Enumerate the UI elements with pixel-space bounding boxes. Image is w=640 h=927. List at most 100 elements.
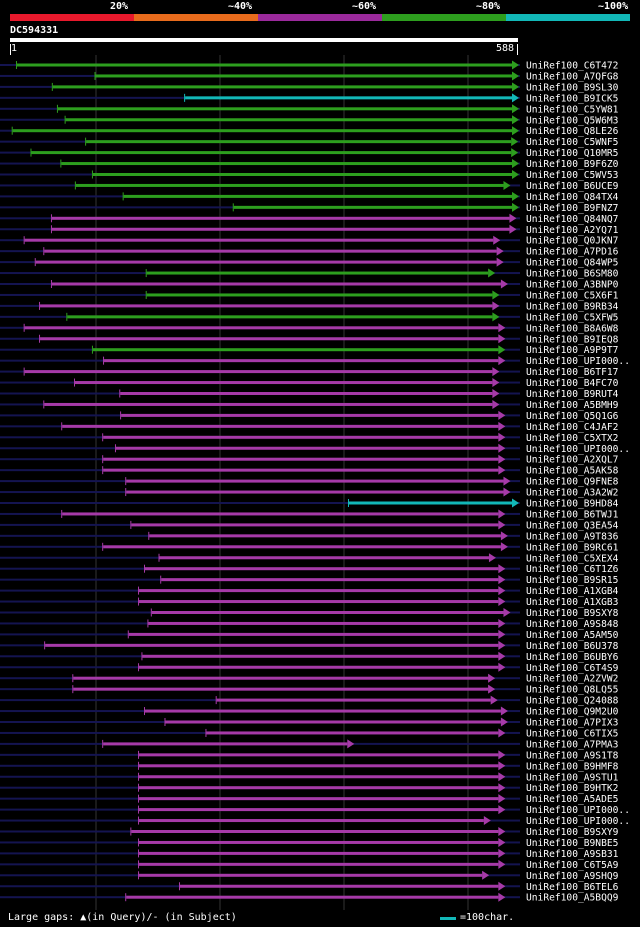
hit-label[interactable]: UniRef100_A7PMA3: [526, 739, 619, 750]
hit-row[interactable]: UniRef100_B6TF17: [0, 367, 619, 378]
hit-label[interactable]: UniRef100_A2ZVW2: [526, 674, 618, 685]
hit-label[interactable]: UniRef100_B6TEL6: [526, 882, 619, 893]
hit-row[interactable]: UniRef100_C4JAF2: [0, 421, 618, 433]
hit-label[interactable]: UniRef100_A5AM50: [526, 630, 619, 641]
hit-row[interactable]: UniRef100_Q8LQ55: [0, 684, 618, 696]
hit-row[interactable]: UniRef100_B6UBY6: [0, 651, 619, 663]
hit-label[interactable]: UniRef100_Q9FNE8: [526, 477, 619, 488]
hit-label[interactable]: UniRef100_A5ADE5: [526, 794, 618, 805]
hit-label[interactable]: UniRef100_C6TIX5: [526, 728, 618, 739]
hit-row[interactable]: UniRef100_C5XEX4: [0, 553, 619, 564]
hit-label[interactable]: UniRef100_Q8LQ55: [526, 685, 618, 696]
hit-row[interactable]: UniRef100_A1XGB3: [0, 597, 619, 608]
hit-label[interactable]: UniRef100_B6U378: [526, 641, 619, 652]
hit-row[interactable]: UniRef100_Q9FNE8: [0, 476, 619, 488]
hit-label[interactable]: UniRef100_B9HMF8: [526, 761, 619, 772]
hit-label[interactable]: UniRef100_B6UBY6: [526, 652, 619, 663]
hit-row[interactable]: UniRef100_B9IEQ8: [0, 334, 619, 345]
hit-row[interactable]: UniRef100_A5BMH9: [0, 399, 619, 411]
hit-row[interactable]: UniRef100_B9RUT4: [0, 389, 619, 400]
hit-row[interactable]: UniRef100_B8A6W8: [0, 323, 619, 334]
hit-row[interactable]: UniRef100_B6TEL6: [0, 881, 619, 893]
hit-row[interactable]: UniRef100_C5XTX2: [0, 432, 618, 444]
hit-row[interactable]: UniRef100_B9SL30: [0, 82, 619, 93]
hit-label[interactable]: UniRef100_A9S1T8: [526, 750, 619, 761]
hit-label[interactable]: UniRef100_C5WNF5: [526, 137, 618, 148]
hit-row[interactable]: UniRef100_UPI000..: [0, 356, 630, 367]
hit-label[interactable]: UniRef100_A9T836: [526, 531, 619, 542]
hit-label[interactable]: UniRef100_B9SR15: [526, 575, 618, 586]
hit-row[interactable]: UniRef100_B9SXY9: [0, 827, 619, 838]
hit-row[interactable]: UniRef100_B9SXY8: [0, 608, 619, 619]
hit-row[interactable]: UniRef100_A7PMA3: [0, 739, 619, 750]
hit-label[interactable]: UniRef100_B9RUT4: [526, 389, 619, 400]
hit-label[interactable]: UniRef100_Q3EA54: [526, 520, 619, 531]
hit-label[interactable]: UniRef100_Q8LE26: [526, 126, 619, 137]
hit-label[interactable]: UniRef100_B4FC70: [526, 378, 619, 389]
hit-row[interactable]: UniRef100_Q5W6M3: [0, 115, 619, 126]
hit-label[interactable]: UniRef100_B9SL30: [526, 82, 619, 93]
hit-row[interactable]: UniRef100_B9HD84: [0, 498, 619, 510]
hit-label[interactable]: UniRef100_B6SM80: [526, 269, 619, 280]
hit-label[interactable]: UniRef100_B9SXY8: [526, 608, 619, 619]
hit-row[interactable]: UniRef100_B6SM80: [0, 268, 619, 280]
hit-label[interactable]: UniRef100_A9SB31: [526, 849, 619, 860]
hit-label[interactable]: UniRef100_UPI000..: [526, 356, 630, 367]
hit-row[interactable]: UniRef100_B9SR15: [0, 575, 618, 586]
hit-label[interactable]: UniRef100_C6T5A9: [526, 860, 619, 871]
hit-label[interactable]: UniRef100_A1XGB3: [526, 597, 619, 608]
hit-row[interactable]: UniRef100_C6T1Z6: [0, 564, 619, 575]
hit-row[interactable]: UniRef100_Q24088: [0, 695, 619, 707]
hit-row[interactable]: UniRef100_C6T5A9: [0, 859, 619, 871]
hit-label[interactable]: UniRef100_A9STU1: [526, 772, 619, 783]
hit-row[interactable]: UniRef100_C5YW81: [0, 104, 619, 115]
hit-row[interactable]: UniRef100_Q8LE26: [0, 126, 619, 137]
hit-row[interactable]: UniRef100_A5BQQ9: [0, 892, 619, 904]
hit-row[interactable]: UniRef100_A9STU1: [0, 772, 619, 783]
hit-row[interactable]: UniRef100_A9S1T8: [0, 750, 619, 761]
hit-label[interactable]: UniRef100_A5BMH9: [526, 400, 619, 411]
hit-row[interactable]: UniRef100_C6T472: [0, 60, 618, 72]
hit-row[interactable]: UniRef100_A9P9T7: [0, 345, 619, 356]
hit-label[interactable]: UniRef100_Q5W6M3: [526, 115, 619, 126]
hit-label[interactable]: UniRef100_B8A6W8: [526, 323, 619, 334]
hit-row[interactable]: UniRef100_B9ICK5: [0, 93, 618, 104]
hit-label[interactable]: UniRef100_Q0JKN7: [526, 236, 619, 247]
hit-row[interactable]: UniRef100_A3BNP0: [0, 279, 619, 291]
hit-label[interactable]: UniRef100_Q5Q1G6: [526, 411, 619, 422]
hit-label[interactable]: UniRef100_C5XTX2: [526, 433, 618, 444]
hit-label[interactable]: UniRef100_A9P9T7: [526, 345, 619, 356]
hit-row[interactable]: UniRef100_A9S848: [0, 618, 619, 630]
hit-label[interactable]: UniRef100_B9F6Z0: [526, 159, 619, 170]
hit-label[interactable]: UniRef100_C5XFW5: [526, 312, 618, 323]
hit-label[interactable]: UniRef100_UPI000..: [526, 444, 630, 455]
hit-row[interactable]: UniRef100_A7QFG8: [0, 71, 619, 82]
hit-label[interactable]: UniRef100_UPI000..: [526, 816, 630, 827]
hit-row[interactable]: UniRef100_C5WV53: [0, 170, 619, 181]
hit-row[interactable]: UniRef100_B6TWJ1: [0, 509, 619, 520]
hit-label[interactable]: UniRef100_B9ICK5: [526, 93, 618, 104]
hit-row[interactable]: UniRef100_B9HMF8: [0, 761, 619, 772]
hit-row[interactable]: UniRef100_Q84NQ7: [0, 213, 619, 225]
hit-label[interactable]: UniRef100_B9RB34: [526, 301, 619, 312]
hit-label[interactable]: UniRef100_C5X6F1: [526, 290, 619, 301]
hit-row[interactable]: UniRef100_A5AK58: [0, 465, 619, 477]
hit-row[interactable]: UniRef100_C5X6F1: [0, 290, 619, 301]
hit-row[interactable]: UniRef100_B9RC61: [0, 542, 619, 553]
hit-row[interactable]: UniRef100_Q10MR5: [0, 148, 618, 159]
hit-label[interactable]: UniRef100_C6T4S9: [526, 663, 619, 674]
hit-label[interactable]: UniRef100_Q84WP5: [526, 258, 618, 269]
hit-row[interactable]: UniRef100_A5AM50: [0, 629, 619, 641]
hit-row[interactable]: UniRef100_A7PD16: [0, 246, 619, 258]
hit-label[interactable]: UniRef100_A5BQQ9: [526, 893, 619, 904]
hit-label[interactable]: UniRef100_B9FNZ7: [526, 203, 619, 214]
hit-row[interactable]: UniRef100_A9SB31: [0, 848, 619, 860]
hit-label[interactable]: UniRef100_B6TF17: [526, 367, 619, 378]
hit-label[interactable]: UniRef100_C4JAF2: [526, 422, 618, 433]
hit-row[interactable]: UniRef100_B4FC70: [0, 378, 619, 389]
hit-row[interactable]: UniRef100_A9SHQ9: [0, 870, 619, 882]
hit-label[interactable]: UniRef100_B6UCE9: [526, 181, 619, 192]
hit-row[interactable]: UniRef100_Q5Q1G6: [0, 410, 619, 422]
hit-label[interactable]: UniRef100_A7PIX3: [526, 718, 619, 729]
hit-row[interactable]: UniRef100_C6TIX5: [0, 728, 618, 739]
